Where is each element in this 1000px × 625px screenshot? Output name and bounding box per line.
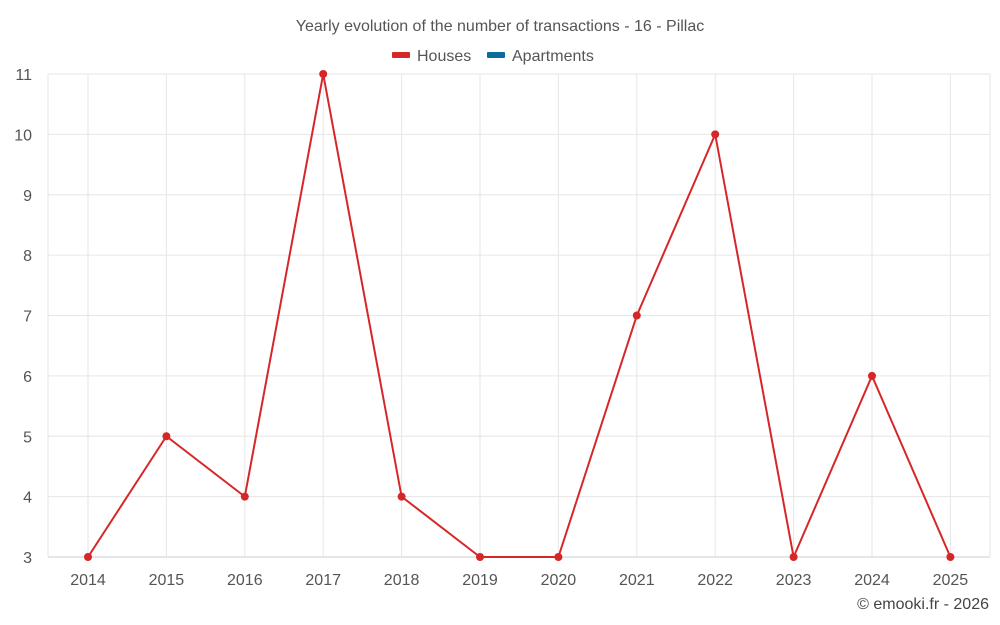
legend-swatch-houses	[392, 52, 410, 58]
x-tick-label: 2017	[305, 572, 341, 589]
legend-label-apartments: Apartments	[512, 48, 594, 65]
legend-item-houses[interactable]: Houses	[392, 48, 471, 65]
data-point-houses[interactable]	[554, 553, 563, 561]
y-tick-label: 4	[23, 490, 32, 507]
y-tick-label: 9	[23, 188, 32, 205]
chart-title: Yearly evolution of the number of transa…	[296, 18, 705, 35]
x-tick-label: 2018	[384, 572, 420, 589]
data-point-houses[interactable]	[789, 553, 798, 561]
y-tick-label: 5	[23, 429, 32, 446]
legend[interactable]: Houses Apartments	[392, 48, 594, 65]
data-point-houses[interactable]	[240, 492, 249, 501]
plot-area: 3 4 5 6 7 8 9 10 11 2014 2015 2016 2017 2018 2019 2020 2…	[14, 67, 991, 589]
x-tick-label: 2022	[697, 572, 733, 589]
x-tick-label: 2023	[776, 572, 812, 589]
legend-item-apartments[interactable]: Apartments	[487, 48, 594, 65]
x-tick-label: 2014	[70, 572, 106, 589]
data-point-houses[interactable]	[162, 432, 171, 441]
x-tick-label: 2021	[619, 572, 655, 589]
y-tick-label: 6	[23, 369, 32, 386]
data-point-houses[interactable]	[84, 553, 92, 561]
y-tick-label: 11	[15, 67, 32, 84]
legend-label-houses: Houses	[417, 48, 471, 65]
data-point-houses[interactable]	[868, 371, 876, 380]
x-tick-label: 2019	[462, 572, 498, 589]
legend-swatch-apartments	[487, 52, 505, 58]
data-point-houses[interactable]	[476, 553, 484, 561]
y-tick-label: 8	[23, 248, 32, 265]
data-point-houses[interactable]	[946, 553, 955, 561]
x-tick-label: 2015	[149, 572, 185, 589]
y-tick-label: 10	[14, 127, 32, 144]
data-point-houses[interactable]	[711, 130, 720, 139]
x-tick-label: 2016	[227, 572, 263, 589]
y-tick-label: 3	[23, 550, 32, 567]
series-line-houses[interactable]	[87, 73, 952, 558]
x-tick-label: 2025	[933, 572, 969, 589]
data-point-houses[interactable]	[397, 492, 406, 501]
data-point-houses[interactable]	[319, 70, 328, 78]
credit-text: © emooki.fr - 2026	[857, 596, 989, 613]
y-tick-label: 7	[23, 309, 32, 326]
x-tick-label: 2024	[854, 572, 890, 589]
x-tick-label: 2020	[541, 572, 577, 589]
data-point-houses[interactable]	[632, 311, 641, 320]
